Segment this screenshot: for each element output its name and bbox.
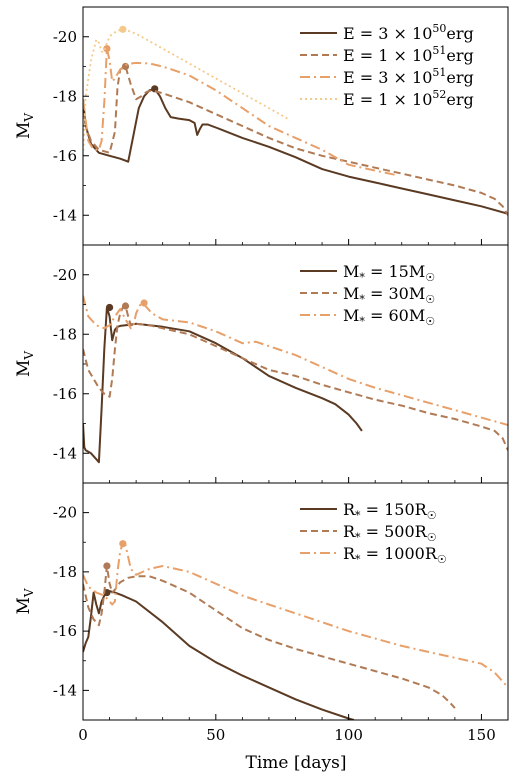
y-tick-label: -16 [53, 385, 77, 403]
peak-marker-1 [105, 303, 114, 312]
x-tick-label: 150 [467, 726, 496, 744]
series-line-1 [83, 590, 355, 720]
y-tick-label: -14 [53, 206, 77, 224]
panel-2: -20 -18 -16 -14 MV M* = 15M☉M* = 30M☉M* = 60M… [14, 244, 509, 484]
series-line-2 [83, 65, 508, 216]
x-tick-label: 0 [78, 726, 88, 744]
legend-label-1: E = 3 × 1050erg [343, 22, 474, 43]
legend-label-2: E = 1 × 1051erg [343, 44, 474, 65]
series-line-2 [83, 565, 456, 709]
series-group [83, 25, 508, 216]
series-line-3 [83, 47, 397, 177]
y-tick-label: -18 [53, 325, 77, 343]
y-axis-title: MV [14, 351, 36, 377]
x-tick-label: 100 [334, 726, 363, 744]
legend-label-2: R* = 500R☉ [343, 522, 437, 544]
y-tick-label: -18 [53, 87, 77, 105]
y-axis-title: MV [14, 113, 36, 139]
series-line-2 [83, 305, 508, 451]
x-tick-label: 50 [206, 726, 225, 744]
series-line-3 [83, 295, 508, 426]
legend: M* = 15M☉M* = 30M☉M* = 60M☉ [300, 262, 435, 328]
peak-marker-2 [103, 562, 111, 570]
x-axis-title: Time [days] [246, 753, 347, 773]
y-tick-label: -16 [53, 622, 77, 640]
peak-marker-2 [121, 302, 130, 310]
y-tick-label: -20 [53, 266, 77, 284]
legend-label-3: E = 3 × 1051erg [343, 66, 474, 87]
y-axis-title: MV [14, 588, 36, 614]
legend-label-4: E = 1 × 1052erg [343, 88, 474, 109]
legend-label-3: R* = 1000R☉ [343, 544, 447, 566]
plot-frame [82, 6, 509, 246]
y-tick-label: -16 [53, 147, 77, 165]
plot-frame [82, 482, 509, 721]
legend-label-1: M* = 15M☉ [343, 262, 435, 284]
series-line-1 [83, 87, 508, 215]
y-tick-label: -18 [53, 563, 77, 581]
peak-marker-3 [119, 540, 127, 548]
legend: R* = 150R☉R* = 500R☉R* = 1000R☉ [300, 500, 447, 566]
series-line-1 [83, 306, 363, 464]
y-tick-label: -14 [53, 444, 77, 462]
series-group [83, 540, 508, 720]
series-line-3 [83, 542, 508, 689]
legend-label-3: M* = 60M☉ [343, 306, 435, 328]
legend-label-2: M* = 30M☉ [343, 284, 435, 306]
y-tick-label: -14 [53, 681, 77, 699]
peak-marker-3 [140, 299, 148, 307]
panel-3: -20 -18 -16 -14 0 50 100 150 MV R* = 150R☉R* = 50… [14, 482, 509, 744]
legend-label-1: R* = 150R☉ [343, 500, 437, 522]
series-line-4 [83, 28, 291, 156]
peak-marker-3 [103, 45, 111, 53]
y-tick-label: -20 [53, 504, 77, 522]
peak-marker-4 [119, 25, 127, 33]
y-tick-label: -20 [53, 28, 77, 46]
plot-frame [82, 244, 509, 484]
series-group [83, 295, 508, 464]
